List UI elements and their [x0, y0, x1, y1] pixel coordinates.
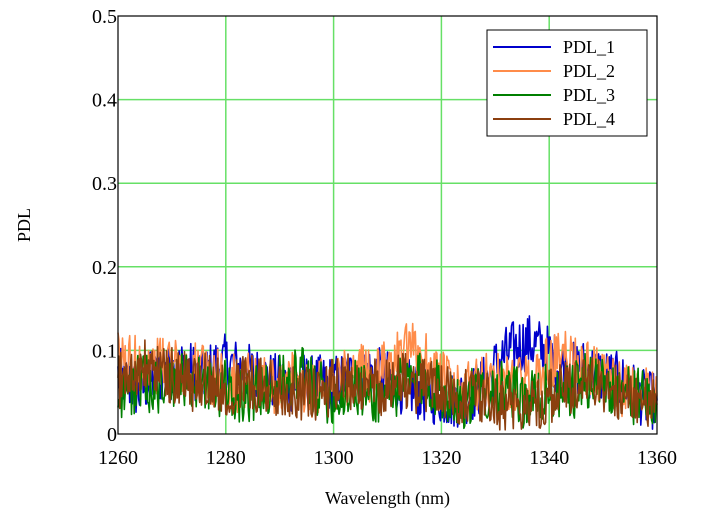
y-tick-label: 0.3: [92, 173, 117, 195]
y-tick-label: 0: [107, 424, 117, 446]
y-tick-label: 0.5: [92, 6, 117, 28]
x-axis-ticks: 1260 1280 1300 1320 1340 1360: [98, 447, 677, 469]
y-tick-label: 0.1: [92, 340, 117, 362]
x-tick-label: 1260: [98, 447, 138, 469]
legend-label: PDL_1: [563, 37, 615, 57]
x-tick-label: 1340: [529, 447, 569, 469]
legend: PDL_1 PDL_2 PDL_3 PDL_4: [487, 30, 647, 136]
y-axis-label: PDL: [14, 208, 34, 242]
legend-label: PDL_3: [563, 85, 615, 105]
y-tick-label: 0.4: [92, 90, 117, 112]
y-axis-ticks: 0 0.1 0.2 0.3 0.4 0.5: [92, 6, 117, 446]
x-tick-label: 1300: [314, 447, 354, 469]
y-tick-label: 0.2: [92, 257, 117, 279]
x-axis-label: Wavelength (nm): [325, 488, 450, 509]
x-tick-label: 1280: [206, 447, 246, 469]
series-lines: [118, 316, 657, 430]
legend-label: PDL_4: [563, 109, 615, 129]
x-tick-label: 1360: [637, 447, 677, 469]
x-tick-label: 1320: [421, 447, 461, 469]
legend-label: PDL_2: [563, 61, 615, 81]
